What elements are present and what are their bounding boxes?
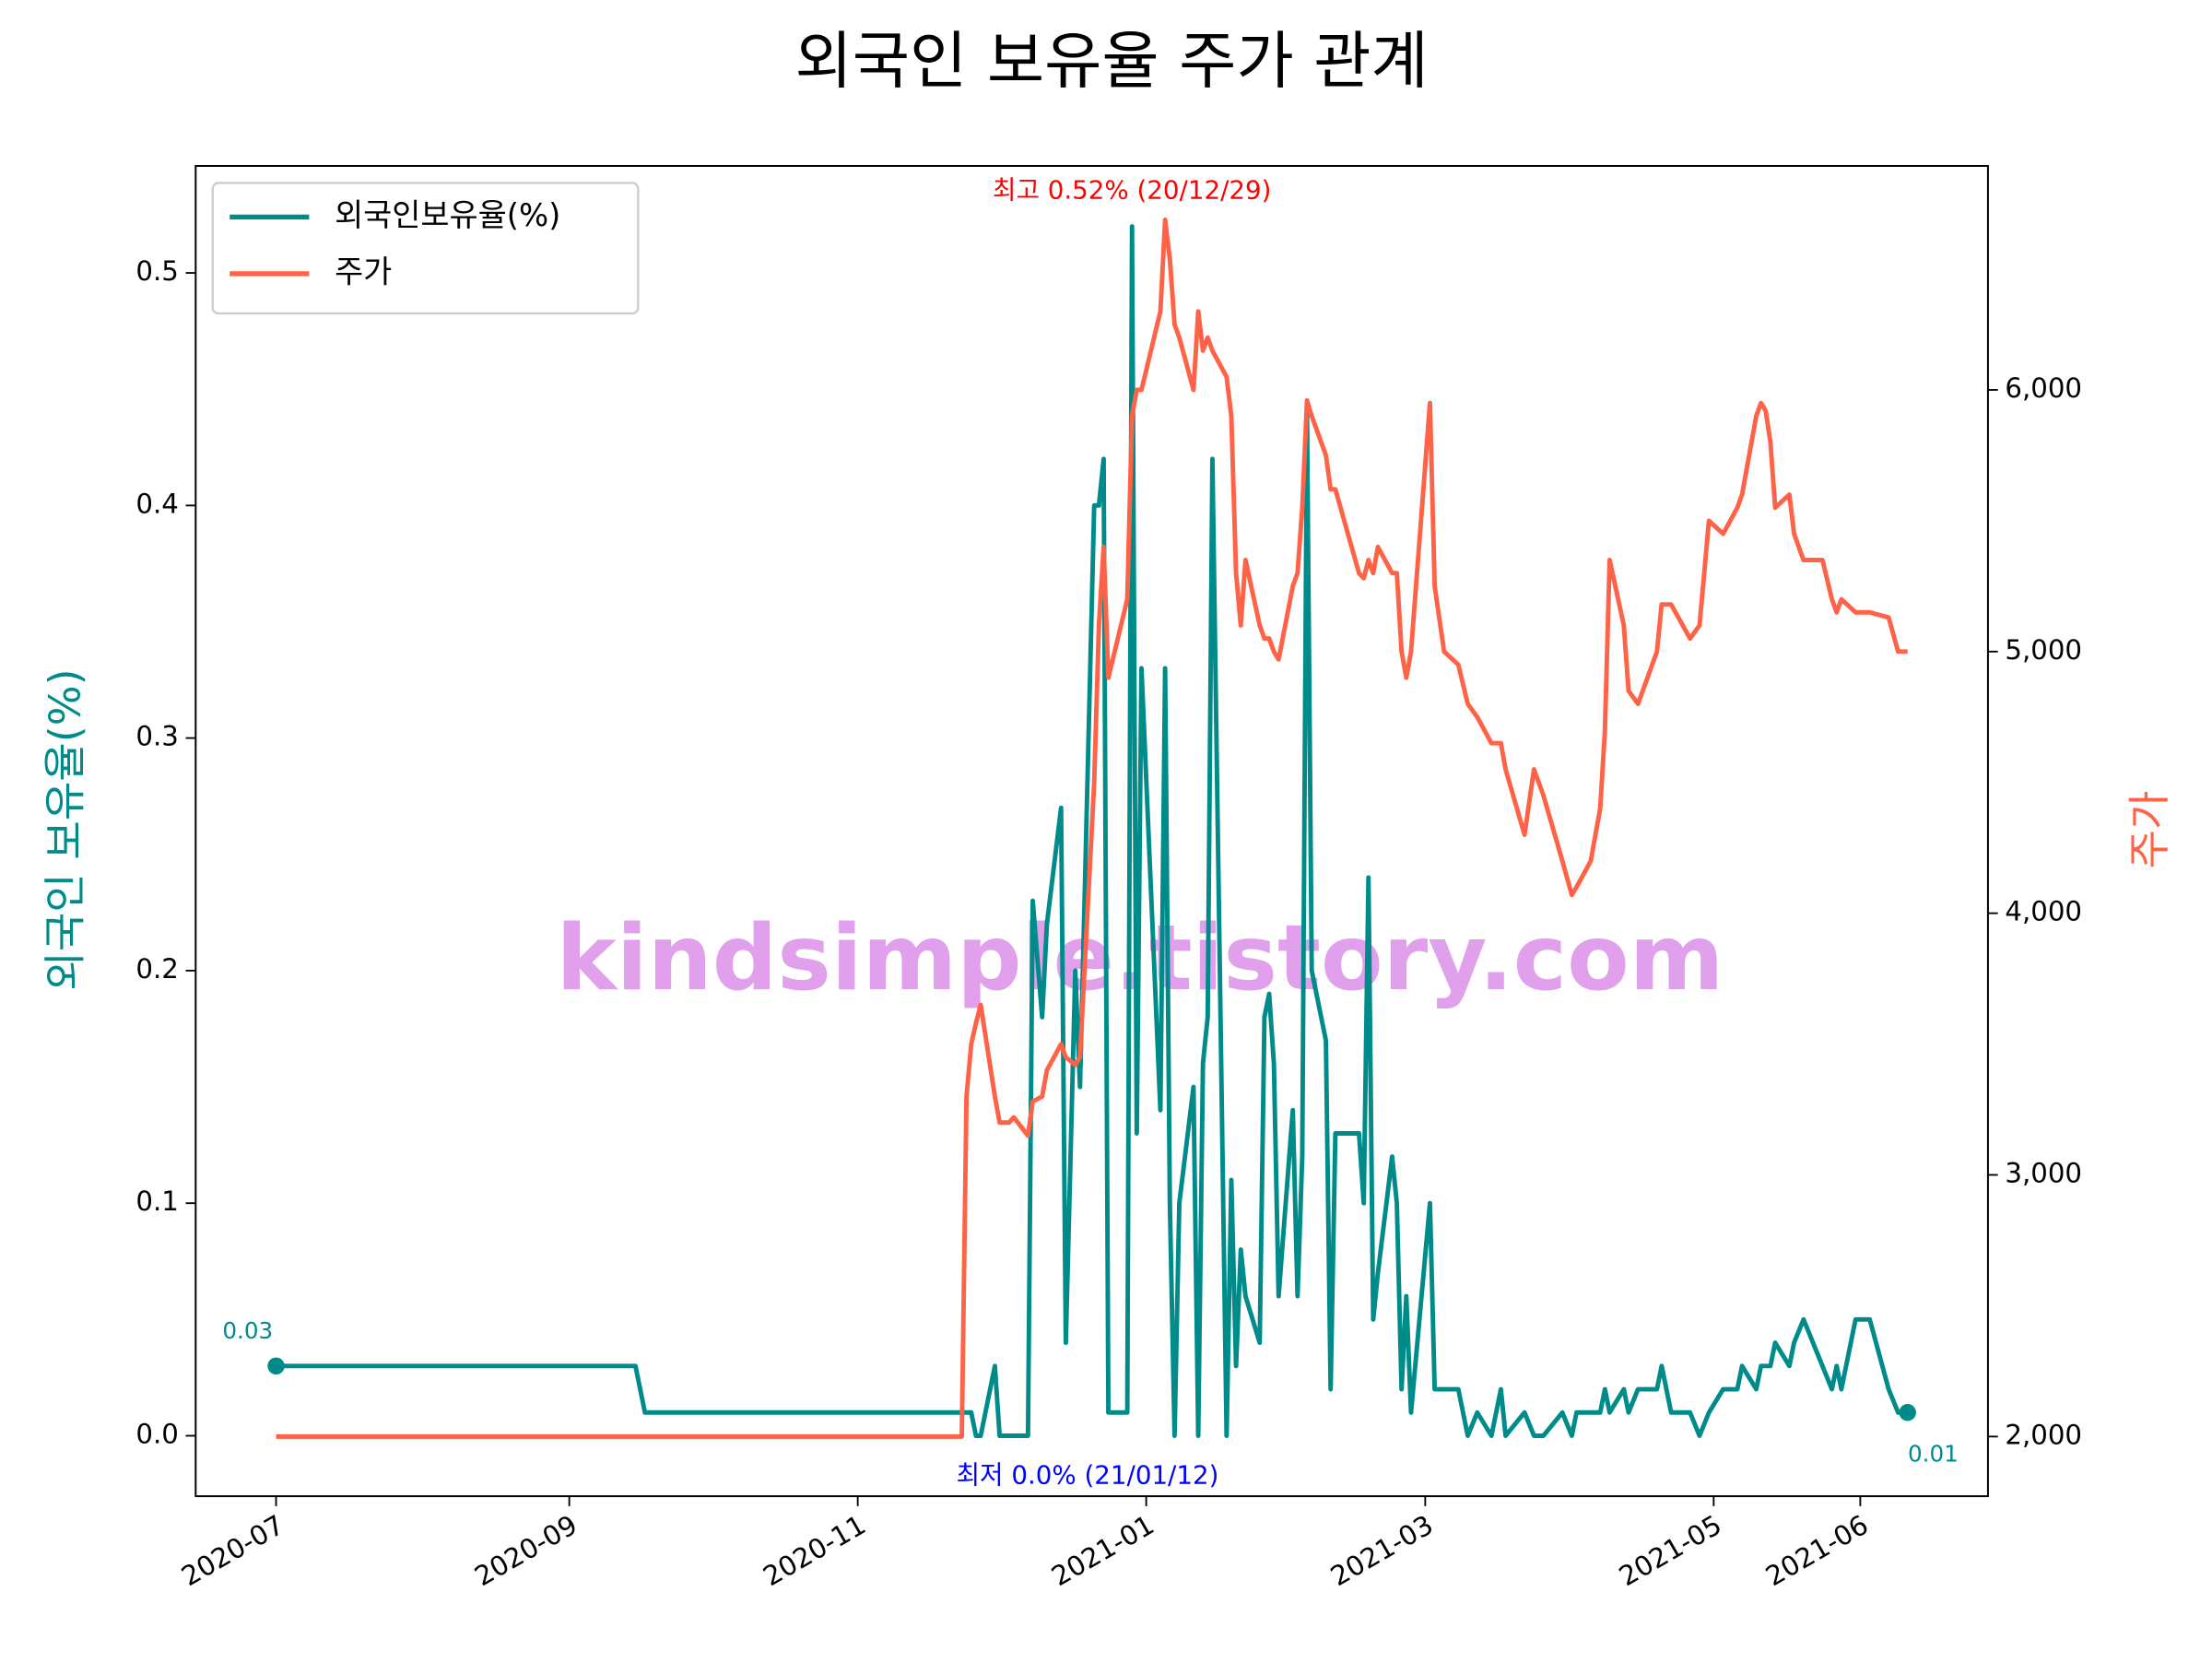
y-tick-label: 0.4 bbox=[135, 488, 178, 519]
chart-title: 외국인 보유율 주가 관계 bbox=[795, 24, 1429, 97]
y-tick-label: 0.3 bbox=[135, 721, 178, 752]
y2-tick-label: 3,000 bbox=[2005, 1158, 2082, 1189]
y2-tick-label: 5,000 bbox=[2005, 634, 2082, 666]
start-marker bbox=[267, 1357, 285, 1375]
series-line bbox=[276, 218, 1908, 1439]
legend-label: 주가 bbox=[335, 254, 392, 289]
y2-tick-label: 6,000 bbox=[2005, 372, 2082, 404]
y2-tick-label: 2,000 bbox=[2005, 1419, 2082, 1450]
y-tick-label: 0.1 bbox=[135, 1185, 178, 1217]
y-tick-label: 0.0 bbox=[135, 1418, 178, 1449]
plot-frame bbox=[194, 165, 1989, 1498]
y2-tick-label: 4,000 bbox=[2005, 896, 2082, 927]
y-tick-label: 0.5 bbox=[135, 255, 178, 287]
y2-axis-label: 주가 bbox=[2124, 791, 2174, 869]
y-tick-label: 0.2 bbox=[135, 953, 178, 985]
legend-box bbox=[211, 182, 640, 315]
legend-label: 외국인보유율(%) bbox=[335, 197, 560, 233]
end-label: 0.01 bbox=[1908, 1440, 1959, 1467]
min-annotation: 최저 0.0% (21/01/12) bbox=[957, 1460, 1219, 1491]
end-marker bbox=[1899, 1404, 1916, 1421]
max-annotation: 최고 0.52% (20/12/29) bbox=[993, 175, 1271, 206]
start-label: 0.03 bbox=[222, 1317, 273, 1344]
y-axis-label: 외국인 보유율(%) bbox=[40, 668, 89, 990]
series-line bbox=[276, 224, 1908, 1438]
